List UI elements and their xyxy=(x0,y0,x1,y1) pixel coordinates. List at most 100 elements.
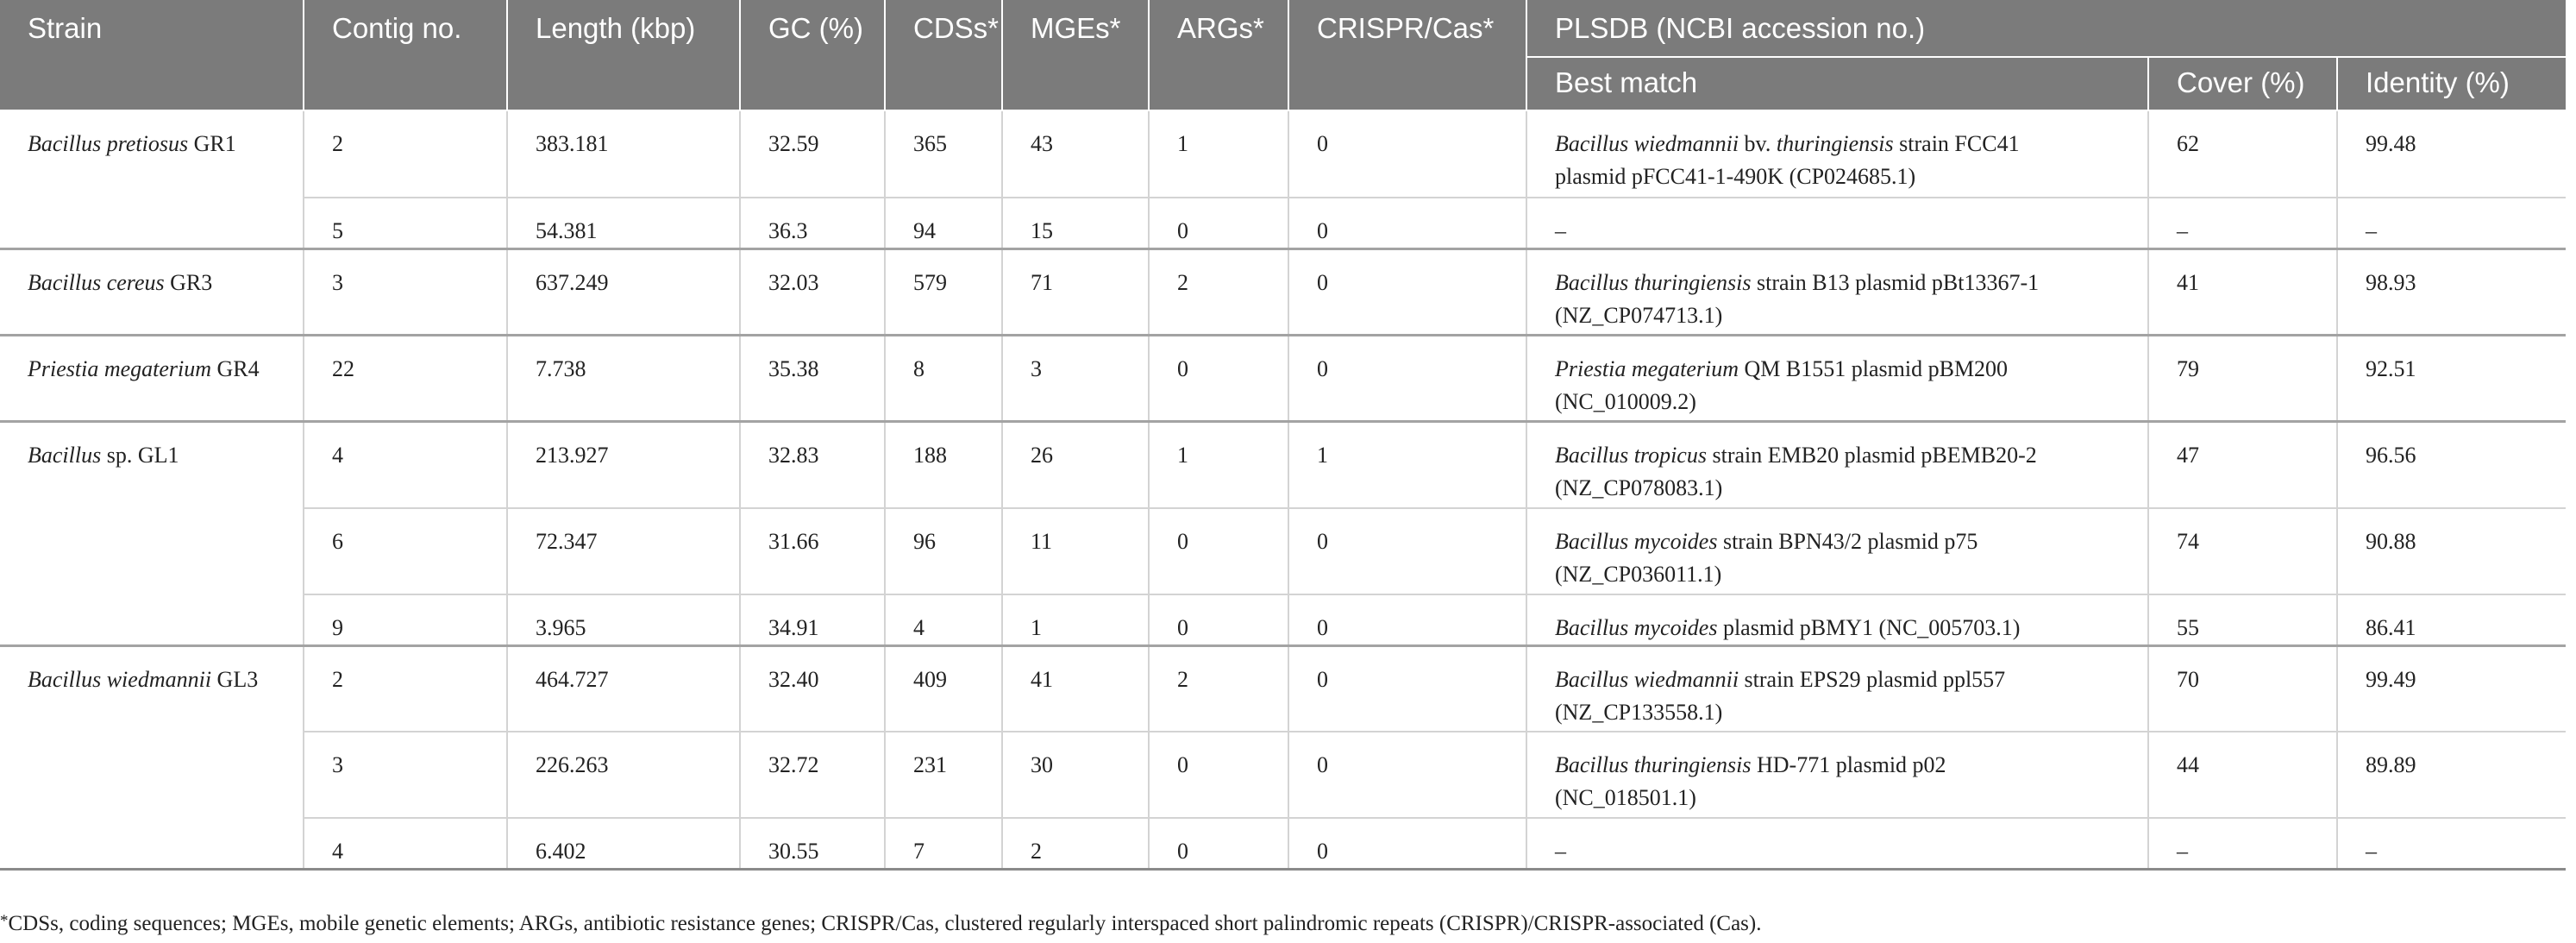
cell-length: 72.347 xyxy=(507,506,741,594)
cell-strain: Priestia megaterium GR4 xyxy=(0,334,304,422)
header-mges: MGEs* xyxy=(1002,0,1150,111)
strain-genus-species: Bacillus wiedmannii xyxy=(28,666,212,692)
match-accession: (NZ_CP078083.1) xyxy=(1555,475,1723,500)
cell-length: 383.181 xyxy=(507,110,741,198)
cell-cover: 44 xyxy=(2148,731,2338,818)
cell-mges: 43 xyxy=(1002,110,1150,198)
cell-cdss: 8 xyxy=(885,334,1003,422)
cell-crispr: 0 xyxy=(1288,248,1527,336)
cell-cdss: 188 xyxy=(885,420,1003,508)
header-best-match: Best match xyxy=(1526,57,2149,111)
strain-genus-species: Bacillus pretiosus xyxy=(28,131,189,156)
strain-genus-species: Priestia megaterium xyxy=(28,356,212,381)
match-description: plasmid pBMY1 (NC_005703.1) xyxy=(1717,614,2021,640)
cell-args: 0 xyxy=(1149,817,1289,868)
match-description: strain FCC41 xyxy=(1893,131,2020,156)
match-description: – xyxy=(1555,218,1566,243)
table-row: 4 6.402 30.55 7 2 0 0– – – xyxy=(0,817,2567,868)
cell-contig: 9 xyxy=(304,593,508,645)
match-species: Bacillus tropicus xyxy=(1555,443,1707,468)
match-description: QM B1551 plasmid pBM200 xyxy=(1739,356,2009,381)
cell-cover: 47 xyxy=(2148,420,2338,508)
cell-strain: Bacillus wiedmannii GL3 xyxy=(0,644,304,868)
cell-contig: 3 xyxy=(304,248,508,336)
table-body: Bacillus pretiosus GR1 2 383.181 32.59 365 43… xyxy=(0,110,2567,868)
cell-identity: 99.48 xyxy=(2366,131,2416,156)
table-row: Bacillus wiedmannii GL3 2 464.727 32.40 409 4… xyxy=(0,644,2567,868)
cell-best-match: – xyxy=(1526,197,2149,249)
cell-cover: 79 xyxy=(2148,334,2338,422)
cell-contig: 4 xyxy=(304,420,508,508)
footnote-text: CDSs, coding sequences; MGEs, mobile gen… xyxy=(8,912,1762,935)
footnote-asterisk: * xyxy=(0,912,9,930)
header-contig: Contig no. xyxy=(304,0,508,111)
cell-contig: 3 xyxy=(304,731,508,818)
match-description: HD-771 plasmid p02 xyxy=(1751,752,1946,777)
header-crispr: CRISPR/Cas* xyxy=(1288,0,1527,111)
strain-suffix: sp. GL1 xyxy=(101,443,179,468)
match-description: strain B13 plasmid pBt13367-1 xyxy=(1751,270,2040,295)
match-accession: (NZ_CP133558.1) xyxy=(1555,699,1723,725)
cell-args: 2 xyxy=(1149,644,1289,732)
match-description: strain EMB20 plasmid pBEMB20-2 xyxy=(1706,443,2037,468)
cell-length: 226.263 xyxy=(507,731,741,818)
cell-args: 0 xyxy=(1149,731,1289,818)
cell-cdss: 365 xyxy=(885,110,1003,198)
cell-best-match: Bacillus mycoides plasmid pBMY1 (NC_0057… xyxy=(1526,593,2149,645)
table-header: Strain Contig no. Length (kbp) GC (%) CD… xyxy=(0,0,2567,111)
match-accession: (NZ_CP074713.1) xyxy=(1555,303,1723,328)
cell-args: 0 xyxy=(1149,334,1289,422)
cell-gc: 32.72 xyxy=(740,731,886,818)
cell-identity: 99.49 xyxy=(2337,644,2567,732)
header-strain: Strain xyxy=(0,0,304,111)
cell-mges: 2 xyxy=(1002,817,1150,868)
cell-args: 0 xyxy=(1149,593,1289,645)
cell-crispr: 0 xyxy=(1288,644,1527,732)
cell-crispr: 0 xyxy=(1288,334,1527,422)
match-description: strain EPS29 plasmid ppl557 xyxy=(1739,666,2006,692)
cell-crispr: 0 xyxy=(1288,506,1527,594)
match-accession: (NZ_CP036011.1) xyxy=(1555,561,1722,587)
cell-best-match: Bacillus wiedmannii strain EPS29 plasmid… xyxy=(1526,644,2149,732)
cell-best-match: Bacillus wiedmannii bv. thuringiensis st… xyxy=(1526,110,2149,198)
table-row: 3 226.263 32.72 231 30 0 0 Bacillus thuringiens… xyxy=(0,731,2567,818)
cell-cover: – xyxy=(2148,197,2338,249)
cell-identity: 86.41 xyxy=(2337,593,2567,645)
match-species: Bacillus wiedmannii xyxy=(1555,666,1739,692)
cell-best-match: Priestia megaterium QM B1551 plasmid pBM… xyxy=(1526,334,2149,422)
plasmid-contig-table: Strain Contig no. Length (kbp) GC (%) CD… xyxy=(0,0,2567,868)
table-row: Bacillus pretiosus GR1 2 383.181 32.59 365 43… xyxy=(0,110,2566,249)
cell-mges: 15 xyxy=(1002,197,1150,249)
cell-contig: 4 xyxy=(304,817,508,868)
cell-contig: 2 xyxy=(304,110,508,198)
match-species: Bacillus mycoides xyxy=(1555,528,1718,554)
cell-cdss: 579 xyxy=(885,248,1003,336)
cell-gc: 32.83 xyxy=(740,420,886,508)
cell-args: 1 xyxy=(1149,110,1289,198)
table-row: 6 72.347 31.66 96 11 0 0 Bacillus mycoides stra… xyxy=(0,506,2567,594)
cell-length: 213.927 xyxy=(507,420,741,508)
cell-gc: 32.03 xyxy=(740,248,886,336)
header-identity: Identity (%) xyxy=(2337,57,2567,111)
strain-suffix: GR4 xyxy=(211,356,260,381)
match-species: Bacillus thuringiensis xyxy=(1555,752,1752,777)
cell-mges: 41 xyxy=(1002,644,1150,732)
cell-contig: 6 xyxy=(304,506,508,594)
cell-cover: 55 xyxy=(2148,593,2338,645)
cell-crispr: 0 xyxy=(1288,731,1527,818)
cell-mges: 71 xyxy=(1002,248,1150,336)
cell-gc: 36.3 xyxy=(740,197,886,249)
cell-cover: 41 xyxy=(2148,248,2338,336)
cell-cover: 62 xyxy=(2148,110,2338,198)
table-footnote: *CDSs, coding sequences; MGEs, mobile ge… xyxy=(0,912,1761,936)
header-cover: Cover (%) xyxy=(2148,57,2338,111)
header-gc: GC (%) xyxy=(740,0,886,111)
cell-identity: – xyxy=(2337,197,2567,249)
cell-args: 1 xyxy=(1149,420,1289,508)
table-row: Priestia megaterium GR4 22 7.738 35.38 8 3 0 0 P… xyxy=(0,334,2567,422)
cell-args: 2 xyxy=(1149,248,1289,336)
strain-suffix: GR1 xyxy=(188,131,236,156)
cell-mges: 3 xyxy=(1002,334,1150,422)
cell-contig: 22 xyxy=(304,334,508,422)
cell-identity: 90.88 xyxy=(2337,506,2567,594)
